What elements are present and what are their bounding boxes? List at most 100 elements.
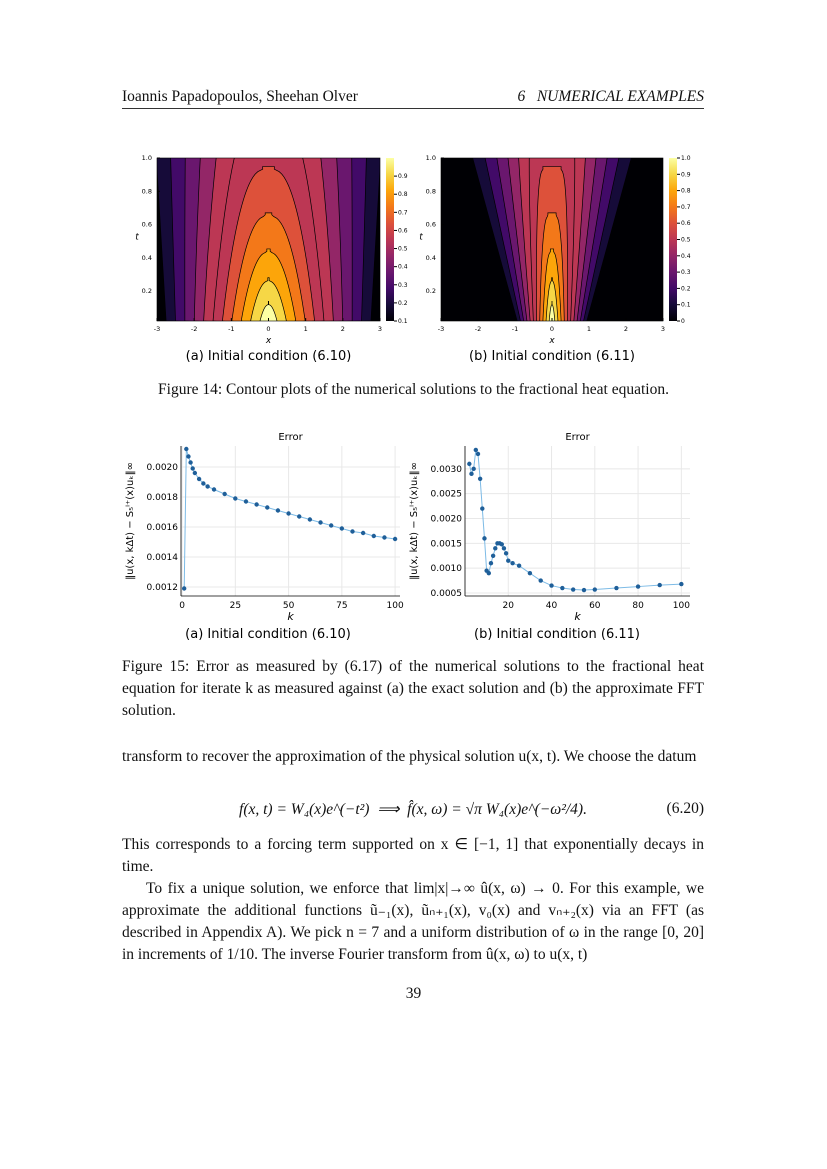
y-axis-label: ‖u(x, kΔt) − S₅ᴵ⁺(x)uₖ‖∞ bbox=[125, 462, 136, 580]
data-point bbox=[243, 499, 249, 504]
data-point bbox=[350, 529, 355, 534]
y-tick-label: 0.4 bbox=[426, 254, 436, 262]
colorbar bbox=[386, 158, 394, 321]
colorbar-tick-label: 0.7 bbox=[398, 209, 408, 216]
equation: f(x, t) = W₄(x)e^(−t²) ⟹ f̂(x, ω) = √π W… bbox=[239, 801, 587, 818]
colorbar-tick-label: 0.3 bbox=[681, 269, 691, 276]
data-point bbox=[657, 582, 662, 588]
colorbar-tick-label: 0 bbox=[681, 318, 685, 325]
subfigure-caption: (b) Initial condition (6.11) bbox=[469, 349, 635, 364]
paragraph: transform to recover the approximation o… bbox=[122, 748, 697, 765]
x-tick-label: -2 bbox=[475, 325, 481, 333]
data-point bbox=[473, 447, 479, 453]
x-tick-label: 3 bbox=[378, 325, 382, 333]
data-point bbox=[339, 526, 345, 531]
data-point bbox=[501, 546, 507, 551]
colorbar-tick-label: 0.8 bbox=[398, 191, 408, 198]
y-tick-label: 0.0030 bbox=[431, 465, 463, 475]
data-point bbox=[469, 471, 474, 477]
y-axis-label: ‖u(x, kΔt) − S₅ᴵ⁺(x)uₖ‖∞ bbox=[409, 462, 420, 580]
data-point bbox=[254, 502, 259, 507]
y-tick-label: 0.8 bbox=[426, 187, 436, 195]
equation-number: (6.20) bbox=[666, 800, 704, 817]
data-point bbox=[560, 585, 565, 591]
data-point bbox=[490, 553, 496, 558]
contour-region bbox=[548, 300, 556, 321]
colorbar-tick-label: 1.0 bbox=[681, 155, 691, 162]
y-tick-label: 0.0020 bbox=[147, 463, 179, 473]
x-tick-label: 20 bbox=[503, 601, 515, 611]
page-number: 39 bbox=[405, 985, 422, 1002]
x-tick-label: 80 bbox=[632, 601, 644, 611]
y-tick-label: 0.4 bbox=[142, 254, 152, 262]
chart-title: Error bbox=[565, 432, 590, 443]
data-point bbox=[307, 517, 313, 522]
data-point bbox=[499, 542, 504, 547]
data-point bbox=[506, 558, 511, 563]
y-tick-label: 1.0 bbox=[142, 154, 152, 162]
x-tick-label: 1 bbox=[587, 325, 591, 333]
data-point bbox=[265, 505, 270, 510]
data-point bbox=[186, 454, 191, 459]
data-point bbox=[233, 496, 238, 501]
chart-title: Error bbox=[278, 432, 303, 443]
y-tick-label: 0.0025 bbox=[431, 490, 463, 500]
x-tick-label: 0 bbox=[550, 325, 554, 333]
data-point bbox=[467, 461, 472, 467]
series-line bbox=[183, 448, 396, 589]
y-tick-label: 0.0016 bbox=[147, 523, 179, 533]
data-point bbox=[486, 570, 491, 576]
data-point bbox=[371, 533, 376, 539]
contour-region bbox=[250, 277, 287, 321]
x-tick-label: 50 bbox=[283, 601, 295, 611]
data-point bbox=[516, 563, 522, 568]
y-tick-label: 0.0005 bbox=[431, 589, 463, 599]
colorbar-tick-label: 0.9 bbox=[681, 171, 691, 178]
data-point bbox=[538, 578, 543, 583]
data-point bbox=[493, 546, 498, 551]
colorbar-tick-label: 0.3 bbox=[398, 282, 408, 289]
data-point bbox=[471, 466, 476, 472]
y-tick-label: 0.6 bbox=[426, 221, 436, 229]
x-tick-label: 3 bbox=[661, 325, 665, 333]
data-point bbox=[205, 484, 210, 489]
data-point bbox=[190, 466, 195, 471]
data-point bbox=[482, 536, 487, 541]
data-point bbox=[275, 508, 281, 513]
y-tick-label: 0.2 bbox=[142, 287, 152, 295]
y-tick-label: 0.0012 bbox=[147, 583, 179, 593]
data-point bbox=[527, 570, 533, 576]
colorbar-tick-label: 0.2 bbox=[681, 285, 691, 292]
data-point bbox=[184, 446, 189, 452]
x-tick-label: 100 bbox=[673, 601, 690, 611]
data-point bbox=[188, 460, 193, 465]
data-point bbox=[211, 487, 217, 492]
subfigure-caption: (a) Initial condition (6.10) bbox=[185, 627, 351, 642]
colorbar-tick-label: 0.7 bbox=[681, 204, 691, 211]
data-point bbox=[192, 470, 198, 476]
x-axis-label: x bbox=[265, 336, 272, 346]
data-point bbox=[360, 530, 366, 536]
data-point bbox=[592, 587, 598, 592]
figure-caption: Figure 14: Contour plots of the numerica… bbox=[158, 381, 669, 398]
colorbar-tick-label: 0.6 bbox=[681, 220, 691, 227]
y-tick-label: 0.0018 bbox=[147, 493, 179, 503]
x-tick-label: -2 bbox=[191, 325, 197, 333]
data-point bbox=[503, 551, 509, 556]
data-point bbox=[475, 451, 481, 457]
x-tick-label: -3 bbox=[154, 325, 160, 333]
data-point bbox=[392, 536, 398, 542]
contour-field bbox=[157, 158, 380, 321]
x-tick-label: -1 bbox=[512, 325, 518, 333]
y-tick-label: 0.0010 bbox=[431, 564, 463, 574]
y-axis-label: t bbox=[419, 233, 423, 243]
contour-region bbox=[545, 277, 559, 321]
x-tick-label: 60 bbox=[589, 601, 601, 611]
data-point bbox=[635, 584, 641, 589]
data-point bbox=[201, 481, 206, 486]
series-line bbox=[468, 448, 682, 591]
colorbar bbox=[669, 158, 677, 321]
y-tick-label: 0.0014 bbox=[147, 553, 179, 563]
data-point bbox=[318, 520, 323, 525]
